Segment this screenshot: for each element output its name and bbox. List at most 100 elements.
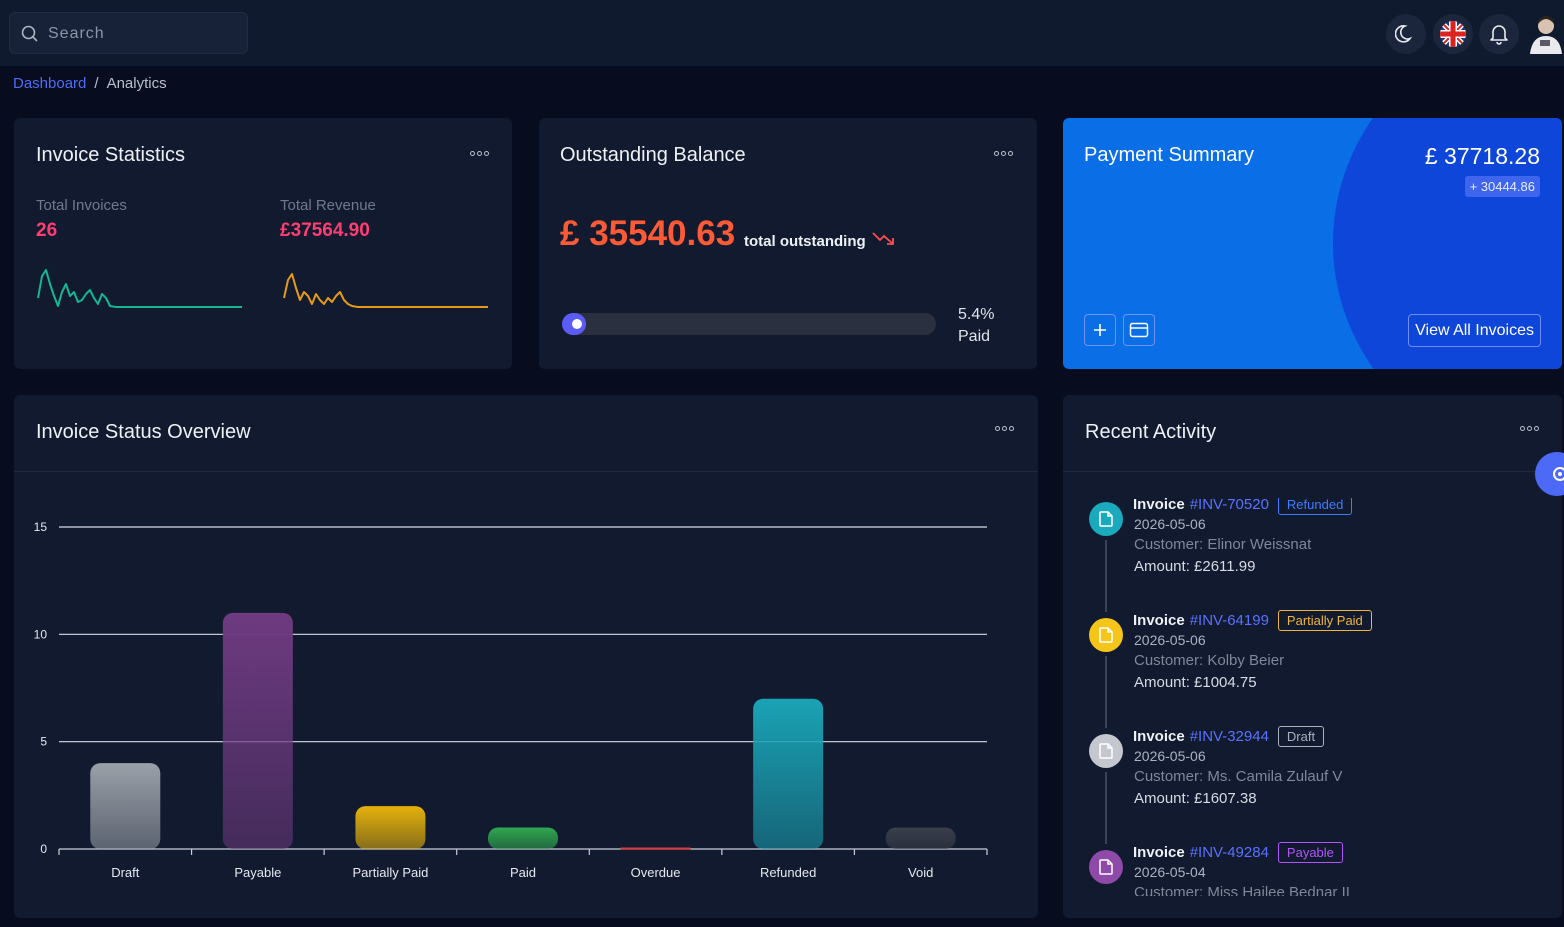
activity-item[interactable]: Invoice #INV-70520 Refunded 2026-05-06 Custo…: [1089, 498, 1509, 612]
bar-refunded: [753, 698, 824, 849]
status-badge: Payable: [1277, 842, 1343, 863]
y-tick-label: 15: [34, 520, 48, 534]
timeline-line: [1105, 772, 1107, 844]
total-invoices-label: Total Invoices: [36, 197, 127, 214]
activity-heading: Invoice #INV-49284 Payable: [1133, 842, 1343, 863]
paid-percent-label: Paid: [958, 328, 991, 345]
total-invoices-value: 26: [36, 220, 58, 241]
bar-draft: [90, 763, 161, 849]
paid-percent-value: 5.4%: [958, 306, 995, 323]
status-badge: Partially Paid: [1277, 610, 1372, 631]
paid-progress-bar: [562, 313, 936, 335]
y-tick-label: 0: [40, 842, 47, 856]
x-tick-label: Paid: [510, 865, 536, 880]
card-button[interactable]: [1123, 314, 1155, 346]
status-bar-chart: 0 5 10 15 Draft Payable Partially Paid Paid Over…: [34, 520, 988, 880]
activity-heading: Invoice #INV-64199 Partially Paid: [1133, 610, 1372, 631]
settings-fab[interactable]: [1535, 452, 1564, 496]
more-options-icon[interactable]: [994, 151, 1013, 156]
activity-item[interactable]: Invoice #INV-32944 Draft 2026-05-06 Customer…: [1089, 726, 1509, 844]
notifications-button[interactable]: [1479, 14, 1519, 54]
timeline-line: [1105, 540, 1107, 612]
invoice-status-overview-card: Invoice Status Overview 0 5 10 15 Draft Payab…: [14, 395, 1038, 918]
activity-dot: [1089, 618, 1123, 652]
invoice-number-link[interactable]: #INV-64199: [1189, 612, 1269, 629]
more-options-icon[interactable]: [1520, 426, 1539, 431]
payment-change-badge: + 30444.86: [1464, 176, 1540, 197]
payment-summary-title: Payment Summary: [1084, 144, 1255, 166]
search-icon: [21, 25, 38, 42]
activity-customer: Customer: Ms. Camila Zulauf V: [1134, 768, 1343, 785]
invoice-number-link[interactable]: #INV-49284: [1189, 844, 1269, 861]
bar-partially-paid: [355, 806, 426, 849]
invoice-status-overview-title: Invoice Status Overview: [36, 421, 251, 443]
more-options-icon[interactable]: [995, 426, 1014, 431]
bar-void: [885, 827, 956, 849]
timeline-line: [1105, 656, 1107, 728]
search-input[interactable]: [48, 23, 238, 45]
top-bar: [0, 0, 1564, 66]
trending-down-icon: [872, 232, 894, 245]
activity-date: 2026-05-04: [1134, 864, 1206, 880]
activity-dot: [1089, 502, 1123, 536]
breadcrumb: Dashboard / Analytics: [13, 75, 167, 92]
file-icon: [1099, 511, 1113, 527]
invoice-number-link[interactable]: #INV-70520: [1189, 498, 1269, 513]
invoice-statistics-title: Invoice Statistics: [36, 144, 185, 166]
bell-icon: [1490, 25, 1508, 45]
breadcrumb-separator: /: [94, 75, 99, 92]
activity-item[interactable]: Invoice #INV-49284 Payable 2026-05-04 Custom…: [1089, 842, 1509, 896]
total-revenue-label: Total Revenue: [280, 197, 376, 214]
activity-list: Invoice #INV-70520 Refunded 2026-05-06 Custo…: [1063, 498, 1562, 896]
y-tick-label: 10: [34, 627, 48, 641]
activity-customer: Customer: Kolby Beier: [1134, 652, 1285, 669]
activity-dot: [1089, 850, 1123, 884]
card-divider: [1063, 471, 1562, 472]
file-icon: [1099, 859, 1113, 875]
activity-date: 2026-05-06: [1134, 748, 1206, 764]
recent-activity-card: Recent Activity Invoice #INV-70520 Refunde…: [1063, 395, 1562, 918]
x-tick-label: Draft: [111, 865, 140, 880]
x-tick-label: Payable: [234, 865, 281, 880]
breadcrumb-dashboard-link[interactable]: Dashboard: [13, 75, 87, 92]
payment-summary-amount: £ 37718.28: [1424, 143, 1540, 169]
activity-amount: Amount: £1607.38: [1134, 790, 1257, 807]
activity-date: 2026-05-06: [1134, 632, 1206, 648]
file-icon: [1099, 627, 1113, 643]
plus-icon: [1094, 324, 1106, 336]
x-tick-label: Refunded: [760, 865, 816, 880]
view-all-invoices-button[interactable]: View All Invoices: [1408, 314, 1541, 347]
activity-date: 2026-05-06: [1134, 516, 1206, 532]
activity-word: Invoice: [1133, 498, 1185, 513]
activity-heading: Invoice #INV-32944 Draft: [1133, 726, 1325, 747]
decorative-arc: [1333, 118, 1562, 369]
avatar[interactable]: [1526, 12, 1564, 54]
x-tick-label: Partially Paid: [352, 865, 428, 880]
activity-item[interactable]: Invoice #INV-64199 Partially Paid 2026-05-0…: [1089, 610, 1509, 728]
outstanding-label: total outstanding: [744, 233, 866, 250]
activity-word: Invoice: [1133, 728, 1185, 745]
activity-amount: Amount: £1004.75: [1134, 674, 1257, 691]
bar-overdue: [620, 847, 691, 850]
bar-payable: [222, 612, 293, 849]
card-icon: [1129, 322, 1149, 338]
payment-summary-card: Payment Summary £ 37718.28 + 30444.86 Vi…: [1063, 118, 1562, 369]
outstanding-amount: £ 35540.63: [560, 214, 736, 253]
breadcrumb-current: Analytics: [106, 75, 167, 92]
theme-toggle-button[interactable]: [1386, 14, 1426, 54]
revenue-sparkline: [283, 273, 488, 308]
recent-activity-title: Recent Activity: [1085, 421, 1217, 443]
uk-flag-icon: [1440, 21, 1466, 47]
activity-word: Invoice: [1133, 612, 1185, 629]
y-tick-label: 5: [40, 735, 47, 749]
card-divider: [14, 471, 1038, 472]
activity-customer: Customer: Elinor Weissnat: [1134, 536, 1312, 553]
activity-customer: Customer: Miss Hailee Bednar II: [1134, 884, 1350, 896]
search-box[interactable]: [9, 12, 248, 54]
more-options-icon[interactable]: [470, 151, 489, 156]
add-payment-button[interactable]: [1084, 314, 1116, 346]
language-button[interactable]: [1433, 14, 1473, 54]
outstanding-balance-card: Outstanding Balance £ 35540.63 total out…: [539, 118, 1037, 369]
invoice-number-link[interactable]: #INV-32944: [1189, 728, 1269, 745]
activity-word: Invoice: [1133, 844, 1185, 861]
